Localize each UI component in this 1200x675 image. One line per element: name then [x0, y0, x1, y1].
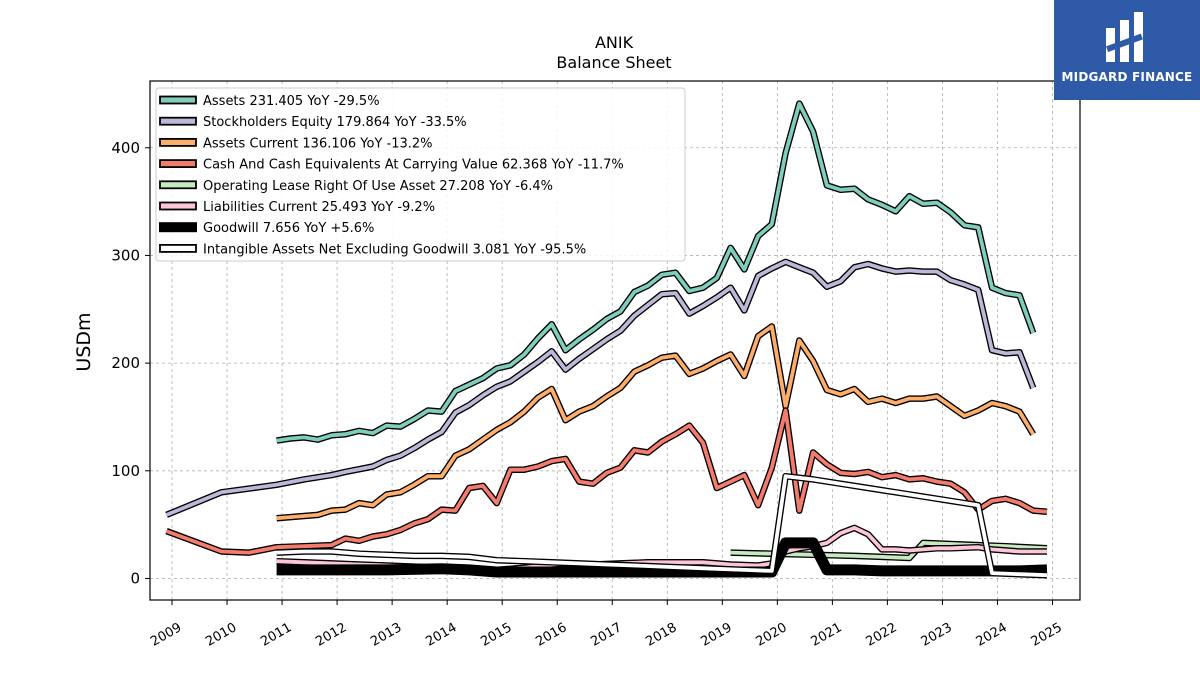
- legend-entry: Liabilities Current 25.493 YoY -9.2%: [203, 200, 435, 215]
- series-line: [165, 408, 1048, 555]
- x-tick-label: 2018: [643, 620, 679, 650]
- x-tick-label: 2021: [809, 620, 845, 650]
- x-tick-label: 2011: [258, 620, 294, 650]
- legend-swatch: [159, 137, 197, 147]
- x-tick-label: 2017: [588, 620, 624, 650]
- x-tick-label: 2014: [423, 620, 459, 650]
- series-line: [276, 101, 1035, 443]
- brand-logo: MIDGARD FINANCE: [1054, 0, 1200, 100]
- y-tick-label: 400: [111, 139, 140, 157]
- legend-swatch: [159, 201, 197, 211]
- legend-entry: Goodwill 7.656 YoY +5.6%: [203, 221, 374, 236]
- brand-mark-icon: [1106, 12, 1143, 62]
- chart-subtitle: Balance Sheet: [556, 53, 671, 72]
- legend-entry: Stockholders Equity 179.864 YoY -33.5%: [203, 115, 467, 130]
- legend-swatch: [159, 243, 197, 253]
- x-tick-label: 2012: [313, 620, 349, 650]
- y-tick-label: 0: [130, 569, 140, 587]
- x-tick-label: 2015: [478, 620, 514, 650]
- x-tick-label: 2025: [1029, 620, 1065, 650]
- series-line: [165, 260, 1035, 517]
- legend-swatch: [159, 180, 197, 190]
- plot-frame: [149, 80, 1081, 601]
- brand-name: MIDGARD FINANCE: [1061, 70, 1193, 84]
- x-tick-label: 2013: [368, 620, 404, 650]
- x-tick-label: 2009: [148, 620, 184, 650]
- y-tick-label: 200: [111, 354, 140, 372]
- series-group: [165, 100, 1048, 579]
- x-tick-label: 2010: [203, 620, 239, 650]
- y-tick-label: 100: [111, 462, 140, 480]
- legend-swatch: [159, 95, 197, 105]
- legend-swatch: [159, 116, 197, 126]
- legend-swatch: [159, 159, 197, 169]
- x-tick-label: 2024: [974, 620, 1010, 650]
- legend-box: [155, 87, 686, 262]
- y-tick-label: 300: [111, 246, 140, 264]
- legend-swatch: [159, 222, 197, 233]
- chart-title: ANIK: [595, 33, 634, 52]
- x-tick-label: 2020: [754, 620, 790, 650]
- x-tick-label: 2016: [533, 620, 569, 650]
- series-line: [276, 474, 1048, 578]
- legend-entry: Intangible Assets Net Excluding Goodwill…: [203, 242, 586, 257]
- legend-entry: Assets 231.405 YoY -29.5%: [203, 94, 380, 109]
- legend-entry: Cash And Cash Equivalents At Carrying Va…: [203, 158, 624, 173]
- x-tick-label: 2019: [698, 620, 734, 650]
- legend-entry: Assets Current 136.106 YoY -13.2%: [203, 136, 433, 151]
- series-line-outline: [276, 323, 1036, 522]
- x-tick-label: 2023: [919, 620, 955, 650]
- x-tick-label: 2022: [864, 620, 900, 650]
- series-line: [276, 324, 1035, 521]
- legend-entry: Operating Lease Right Of Use Asset 27.20…: [203, 179, 553, 194]
- y-axis-label: USDm: [73, 312, 95, 371]
- legend: Assets 231.405 YoY -29.5% Stockholders Eq…: [155, 87, 686, 262]
